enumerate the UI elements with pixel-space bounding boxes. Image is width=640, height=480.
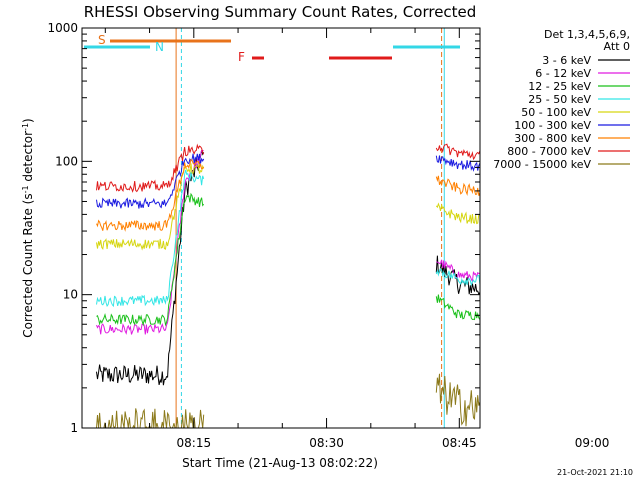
flag-label: S	[98, 33, 106, 47]
legend-entry-label: 7000 - 15000 keV	[493, 158, 591, 171]
footer-date: 21-Oct-2021 21:10	[557, 468, 633, 477]
flag-label: N	[155, 40, 164, 54]
series-line	[96, 159, 480, 232]
chart-title: RHESSI Observing Summary Count Rates, Co…	[84, 3, 477, 21]
legend-entry-label: 50 - 100 keV	[521, 106, 591, 119]
flag-label: F	[238, 50, 245, 64]
y-axis-label-sup2: -1	[21, 123, 30, 131]
legend-entry-label: 6 - 12 keV	[535, 67, 591, 80]
y-axis-label-end: )	[21, 118, 35, 123]
y-tick-label: 1000	[47, 21, 78, 35]
x-tick-label: 08:30	[309, 436, 344, 450]
series-line	[96, 143, 480, 193]
legend-title-line1: Det 1,3,4,5,6,9,	[544, 28, 630, 41]
x-axis-label: Start Time (21-Aug-13 08:02:22)	[182, 456, 378, 470]
series-line	[96, 149, 480, 335]
y-axis-label-main: Corrected Count Rate (s	[21, 193, 35, 337]
legend-entry-label: 800 - 7000 keV	[507, 145, 591, 158]
y-axis-label: Corrected Count Rate (s-1 detector-1)	[21, 118, 35, 337]
plot-frame	[81, 27, 481, 429]
legend-entry-label: 300 - 800 keV	[514, 132, 591, 145]
y-axis-label-mid: detector	[21, 131, 35, 186]
x-tick-label: 09:00	[575, 436, 610, 450]
legend-entry-label: 100 - 300 keV	[514, 119, 591, 132]
series-line	[96, 153, 480, 209]
x-tick-label: 08:45	[442, 436, 477, 450]
y-tick-label: 100	[55, 154, 78, 168]
x-tick-label: 08:15	[177, 436, 212, 450]
y-tick-label: 10	[63, 288, 78, 302]
series-line	[96, 169, 480, 308]
legend-entry-label: 25 - 50 keV	[528, 93, 591, 106]
series-line	[96, 192, 480, 327]
series-line	[96, 163, 480, 251]
flag-bars: S N F	[84, 33, 460, 64]
series-line	[96, 373, 480, 428]
legend-entry-label: 3 - 6 keV	[542, 54, 591, 67]
legend-title-line2: Att 0	[604, 40, 630, 53]
y-tick-label: 1	[70, 421, 78, 435]
y-axis: 1 10 100 1000	[47, 21, 480, 435]
legend-entry-label: 12 - 25 keV	[528, 80, 591, 93]
y-axis-label-sup1: -1	[21, 185, 30, 193]
